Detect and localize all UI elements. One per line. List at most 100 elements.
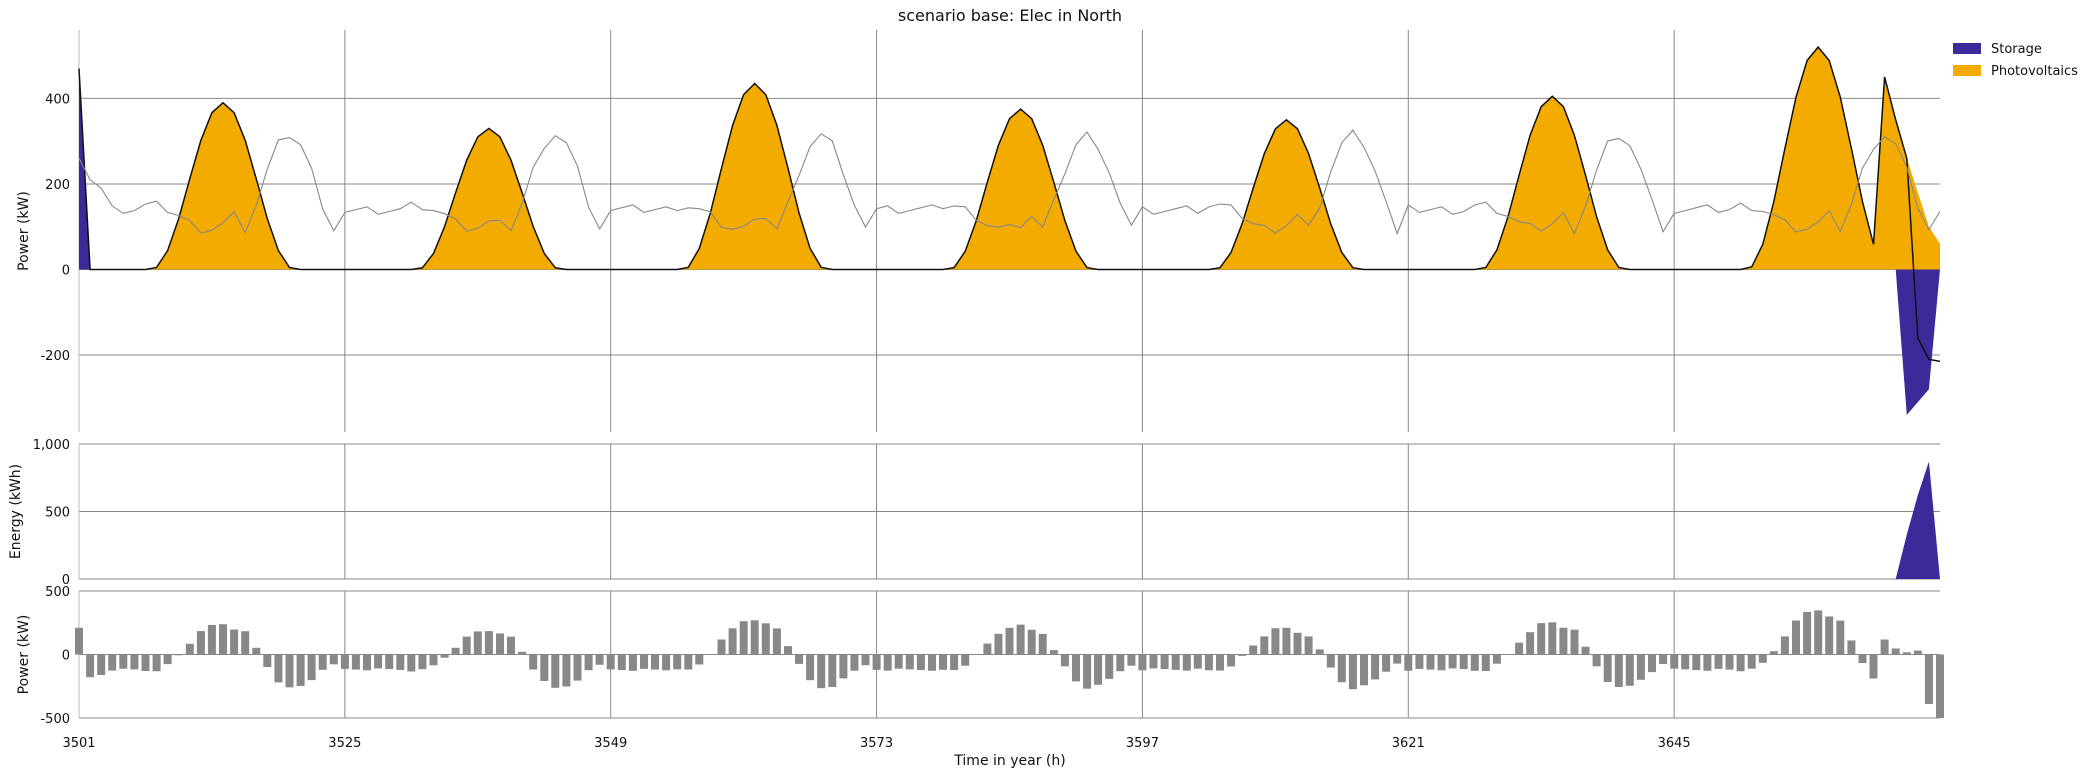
balance-bar — [396, 654, 405, 670]
balance-bar — [728, 628, 737, 655]
balance-bar — [1747, 654, 1756, 669]
balance-bar — [1648, 654, 1656, 673]
chart-title: scenario base: Elec in North — [898, 6, 1122, 25]
balance-bar — [473, 631, 482, 655]
balance-bar — [1049, 650, 1058, 655]
balance-bar — [1459, 654, 1468, 670]
energy-y-tick-label: 500 — [45, 506, 70, 521]
balance-bar — [861, 654, 870, 666]
balance-bar — [839, 654, 848, 679]
balance-bar — [562, 654, 571, 687]
balance-bar — [1426, 654, 1435, 670]
balance-bar — [739, 621, 748, 655]
energy-y-tick-label: 1,000 — [33, 438, 70, 453]
balance-bar — [1371, 654, 1380, 680]
x-axis: 3501 3525 3549 3573 3597 3621 3645 — [62, 736, 1690, 751]
balance-bar — [1193, 654, 1202, 669]
balance-bar — [850, 654, 859, 671]
balance-bar — [1714, 654, 1723, 669]
balance-bar — [1636, 654, 1645, 680]
balance-bar — [1559, 627, 1568, 655]
balance-bar — [761, 623, 770, 655]
balance-bar — [883, 654, 892, 671]
balance-bar — [1127, 654, 1136, 666]
balance-bar — [961, 654, 970, 666]
balance-bar — [219, 624, 227, 655]
power-y-tick-label: 0 — [62, 263, 70, 278]
balance-y-tick-label: 500 — [45, 585, 70, 600]
balance-bar — [1260, 636, 1269, 655]
balance-bar — [1481, 654, 1490, 671]
legend-swatch — [1953, 43, 1981, 54]
balance-bar — [1592, 654, 1601, 667]
balance-bar — [1326, 654, 1335, 668]
balance-bar — [1614, 654, 1623, 687]
balance-bar — [1415, 654, 1424, 669]
balance-bar — [983, 643, 992, 655]
balance-bar — [1570, 629, 1579, 655]
balance-bar — [1858, 654, 1867, 663]
balance-y-tick-label: -500 — [40, 712, 70, 727]
storage-energy-area — [1895, 461, 1940, 579]
balance-bar — [1603, 654, 1612, 682]
balance-bar — [1803, 611, 1812, 655]
balance-panel: -500 0 500 Power (kW) — [16, 585, 1944, 727]
balance-bar — [1869, 654, 1878, 679]
balance-bar — [1703, 654, 1712, 671]
balance-bar — [1692, 654, 1701, 671]
legend-label: Storage — [1991, 42, 2042, 57]
balance-bar — [994, 633, 1003, 655]
balance-bar — [252, 647, 261, 655]
legend: Storage Photovoltaics — [1953, 42, 2078, 79]
balance-bar — [905, 654, 914, 670]
balance-bar — [440, 654, 449, 658]
power-y-tick-label: 200 — [45, 178, 70, 193]
balance-bar — [1116, 654, 1125, 672]
balance-bar — [163, 654, 172, 665]
balance-bar — [1470, 654, 1479, 671]
balance-bar — [1515, 642, 1524, 655]
balance-bar — [551, 654, 560, 688]
balance-bar — [1337, 654, 1346, 683]
balance-bar — [595, 654, 604, 665]
balance-bar — [1293, 632, 1302, 655]
balance-bar — [717, 639, 726, 655]
balance-bar — [207, 624, 216, 655]
balance-bar — [606, 654, 615, 670]
balance-bar — [1681, 654, 1690, 670]
x-tick-label: 3549 — [594, 736, 627, 751]
balance-bar — [1581, 646, 1590, 655]
balance-bar — [307, 654, 316, 681]
power-y-tick-label: -200 — [40, 349, 70, 364]
balance-bar — [1437, 654, 1446, 671]
legend-swatch — [1953, 65, 1981, 76]
power-panel: -200 0 200 400 Power (kW) — [16, 30, 1941, 432]
balance-bar — [1448, 654, 1457, 669]
balance-bar — [1814, 610, 1823, 655]
balance-bar — [1404, 654, 1413, 671]
balance-bar — [385, 654, 394, 670]
balance-bar — [1758, 654, 1767, 663]
balance-bar — [274, 654, 283, 683]
x-tick-label: 3645 — [1658, 736, 1691, 751]
balance-bar — [1769, 651, 1778, 655]
balance-bar — [363, 654, 371, 671]
balance-bar — [174, 654, 183, 656]
balance-bar — [695, 654, 704, 665]
balance-bar — [451, 647, 460, 655]
balance-bar — [817, 654, 826, 689]
balance-bar — [828, 654, 837, 687]
balance-bar — [263, 654, 272, 667]
balance-bar — [1160, 654, 1169, 670]
balance-bar — [894, 654, 903, 669]
balance-bar — [97, 654, 106, 675]
balance-bar — [1825, 616, 1834, 655]
balance-bar — [1182, 654, 1191, 671]
x-tick-label: 3573 — [860, 736, 893, 751]
balance-bar — [673, 654, 682, 670]
balance-bar — [1891, 648, 1900, 655]
balance-bar — [130, 654, 139, 670]
balance-bar — [1304, 636, 1313, 655]
balance-bar — [1315, 649, 1324, 655]
balance-bar — [75, 627, 83, 655]
